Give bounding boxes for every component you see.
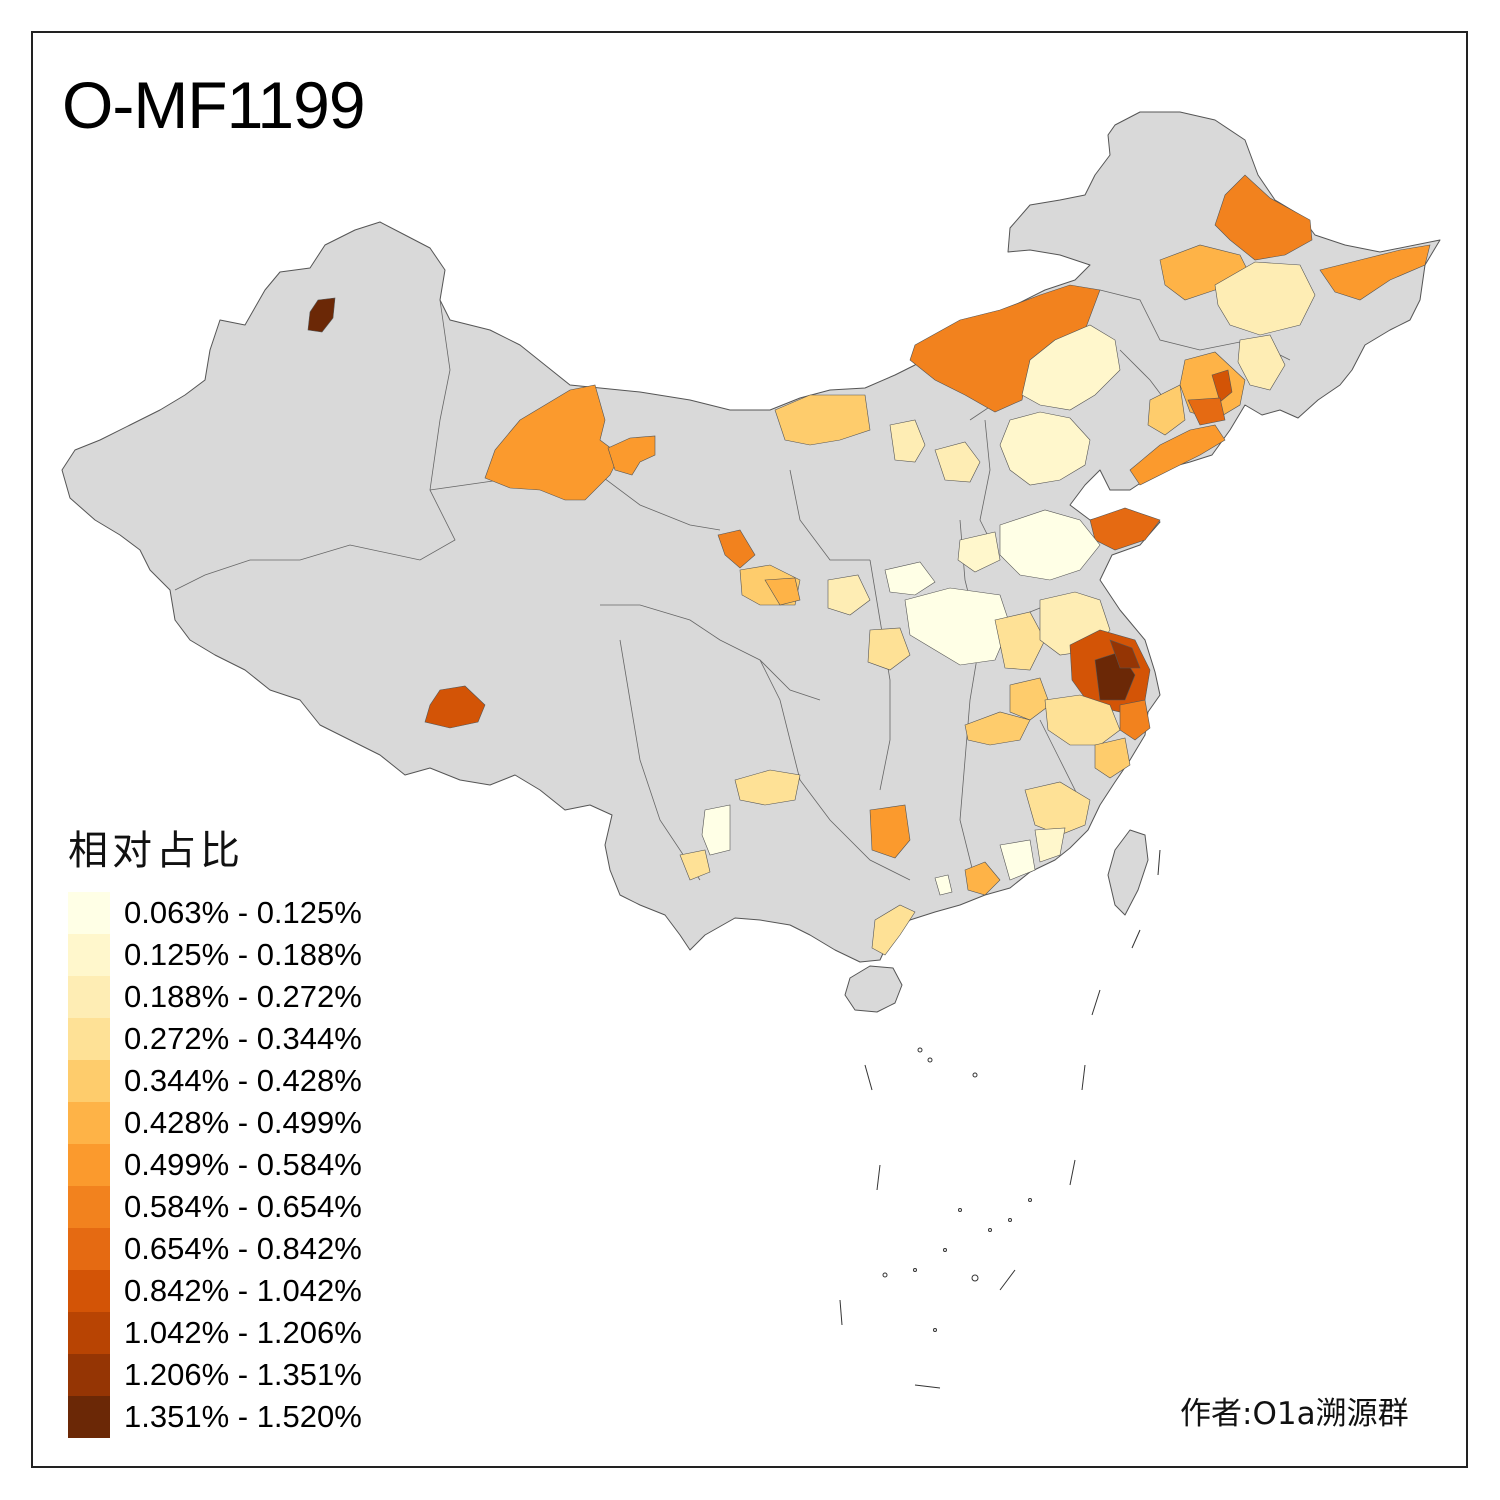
legend-item: 1.042% - 1.206% xyxy=(68,1312,362,1354)
region-patch xyxy=(734,769,801,806)
region-patch xyxy=(1034,827,1066,863)
legend-label: 0.344% - 0.428% xyxy=(124,1063,362,1098)
region-patch xyxy=(867,627,911,671)
taiwan-island xyxy=(1107,829,1149,916)
region-patch xyxy=(1109,639,1141,669)
legend-swatch xyxy=(68,1144,110,1186)
legend-swatch xyxy=(68,1270,110,1312)
region-patch xyxy=(964,861,1001,896)
legend-item: 0.188% - 0.272% xyxy=(68,976,362,1018)
region-patch xyxy=(1147,384,1186,436)
region-patch xyxy=(484,384,621,501)
legend-item: 0.125% - 0.188% xyxy=(68,934,362,976)
region-patch xyxy=(1009,677,1051,721)
region-patch xyxy=(957,531,1001,573)
region-patch xyxy=(869,804,911,859)
legend-label: 0.584% - 0.654% xyxy=(124,1189,362,1224)
region-patch xyxy=(884,561,936,596)
map-title: O-MF1199 xyxy=(62,68,366,142)
legend-item: 0.272% - 0.344% xyxy=(68,1018,362,1060)
legend-title: 相对占比 xyxy=(68,828,244,874)
region-patch xyxy=(1214,261,1316,336)
legend-label: 0.125% - 0.188% xyxy=(124,937,362,972)
region-patch xyxy=(307,297,336,333)
region-patch xyxy=(827,574,871,616)
region-patch xyxy=(764,577,801,606)
region-patch xyxy=(1187,397,1226,426)
region-patch xyxy=(934,874,953,896)
legend-item: 0.428% - 0.499% xyxy=(68,1102,362,1144)
legend-label: 0.428% - 0.499% xyxy=(124,1105,362,1140)
legend-items: 0.063% - 0.125% 0.125% - 0.188% 0.188% -… xyxy=(68,892,362,1438)
map-frame xyxy=(31,31,1468,1468)
legend-item: 0.499% - 0.584% xyxy=(68,1144,362,1186)
region-patch xyxy=(1044,694,1121,746)
region-patch xyxy=(994,611,1046,671)
legend-swatch xyxy=(68,1102,110,1144)
legend-swatch xyxy=(68,1060,110,1102)
legend-item: 0.063% - 0.125% xyxy=(68,892,362,934)
legend-label: 0.063% - 0.125% xyxy=(124,895,362,930)
region-patch xyxy=(1237,334,1286,391)
legend-label: 0.272% - 0.344% xyxy=(124,1021,362,1056)
author-credit: 作者:O1a溯源群 xyxy=(1180,1396,1409,1432)
legend-item: 1.206% - 1.351% xyxy=(68,1354,362,1396)
region-patch xyxy=(934,441,981,483)
legend-swatch xyxy=(68,976,110,1018)
region-patch xyxy=(424,685,486,729)
region-patch xyxy=(1211,369,1233,403)
region-patch xyxy=(904,587,1011,666)
legend-label: 1.351% - 1.520% xyxy=(124,1399,362,1434)
region-patch xyxy=(701,804,731,856)
legend-item: 0.344% - 0.428% xyxy=(68,1060,362,1102)
legend-swatch xyxy=(68,1354,110,1396)
legend-label: 0.188% - 0.272% xyxy=(124,979,362,1014)
legend-label: 0.842% - 1.042% xyxy=(124,1273,362,1308)
region-patch xyxy=(607,435,656,476)
region-patch xyxy=(964,711,1031,746)
region-patch xyxy=(1021,324,1121,411)
legend-swatch xyxy=(68,1312,110,1354)
region-patch xyxy=(1094,737,1131,779)
region-patch xyxy=(999,509,1101,581)
region-patch xyxy=(1024,781,1091,836)
region-patch xyxy=(889,419,926,463)
legend-swatch xyxy=(68,1228,110,1270)
region-patch xyxy=(774,394,871,446)
region-patch xyxy=(679,849,711,881)
legend-swatch xyxy=(68,1018,110,1060)
hainan-island xyxy=(844,965,903,1013)
region-patch xyxy=(717,529,756,569)
region-patch xyxy=(1129,424,1226,486)
legend-item: 0.584% - 0.654% xyxy=(68,1186,362,1228)
legend-swatch xyxy=(68,934,110,976)
legend-swatch xyxy=(68,1186,110,1228)
legend-label: 0.499% - 0.584% xyxy=(124,1147,362,1182)
legend-label: 0.654% - 0.842% xyxy=(124,1231,362,1266)
legend-label: 1.206% - 1.351% xyxy=(124,1357,362,1392)
legend-item: 1.351% - 1.520% xyxy=(68,1396,362,1438)
region-patch xyxy=(999,839,1036,881)
region-patch xyxy=(1214,174,1313,261)
region-patch xyxy=(871,904,916,956)
legend-item: 0.842% - 1.042% xyxy=(68,1270,362,1312)
region-patch xyxy=(999,411,1091,486)
legend-swatch xyxy=(68,892,110,934)
legend-item: 0.654% - 0.842% xyxy=(68,1228,362,1270)
region-patches xyxy=(307,174,1431,956)
legend: 相对占比 0.063% - 0.125% 0.125% - 0.188% 0.1… xyxy=(68,818,362,1438)
south-sea-islands xyxy=(839,849,1161,1389)
legend-swatch xyxy=(68,1396,110,1438)
legend-label: 1.042% - 1.206% xyxy=(124,1315,362,1350)
region-patch xyxy=(1119,699,1151,741)
region-patch xyxy=(1319,244,1431,301)
